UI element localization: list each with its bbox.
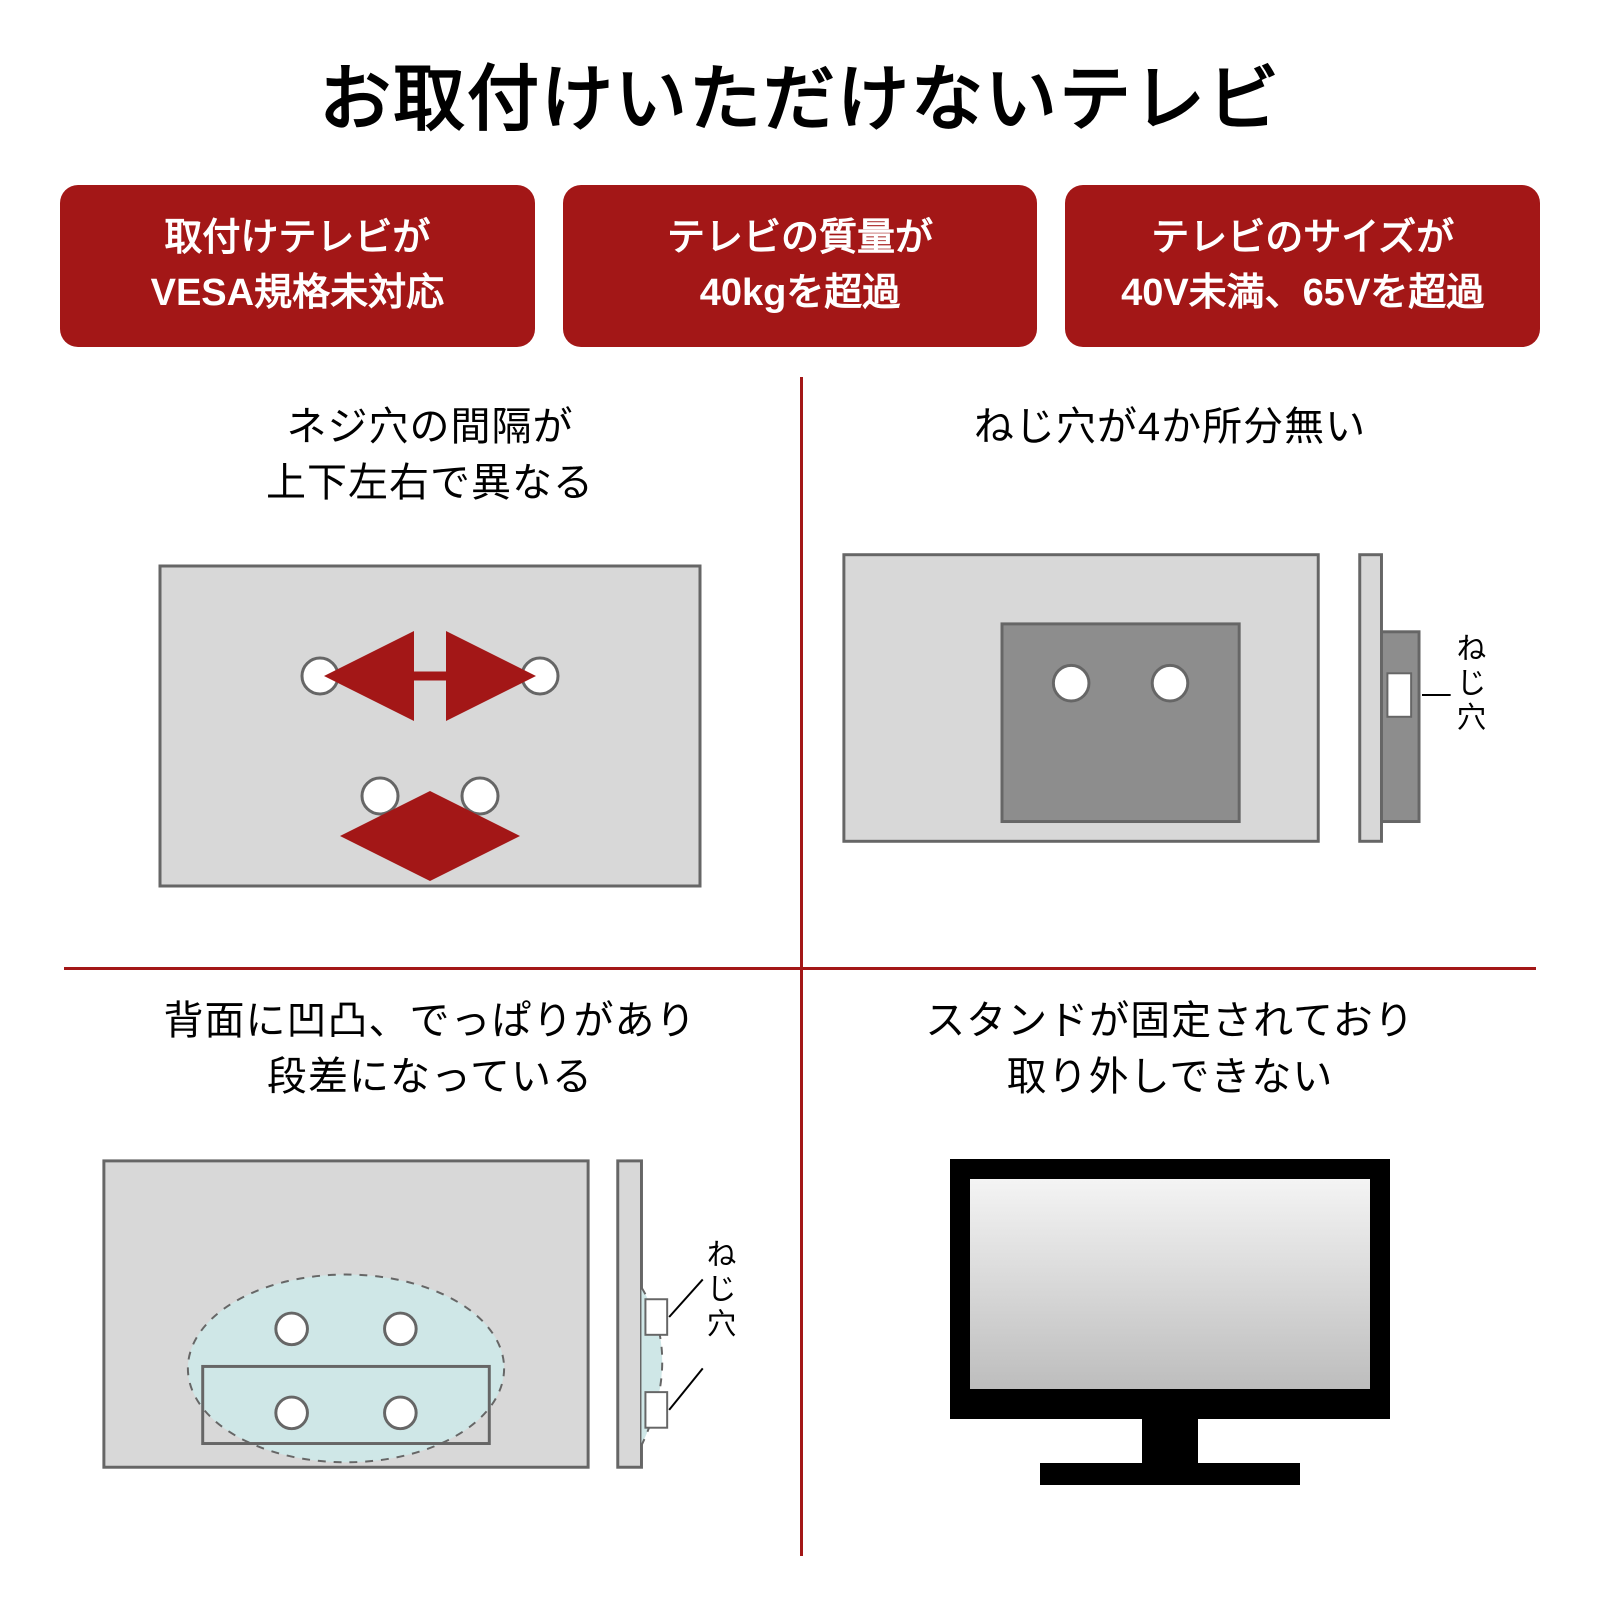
cell-caption: 背面に凹凸、でっぱりがあり 段差になっている [164, 993, 697, 1105]
svg-text:じ: じ [1457, 667, 1487, 700]
diagram-grid: ネジ穴の間隔が 上下左右で異なる [60, 373, 1540, 1560]
side-label: ね [707, 1239, 737, 1272]
page-title: お取付けいただけないテレビ [60, 40, 1540, 145]
cell-caption: ネジ穴の間隔が 上下左右で異なる [266, 399, 594, 511]
badge-line: VESA規格未対応 [151, 272, 444, 314]
badge-line: 取付けテレビが [164, 217, 430, 259]
caption-line: 背面に凹凸、でっぱりがあり [164, 999, 697, 1043]
tv-bump-back-icon: ね じ 穴 [94, 1149, 766, 1489]
badge-line: テレビのサイズが [1151, 217, 1454, 259]
badge-weight: テレビの質量が 40kgを超過 [563, 185, 1038, 347]
cell-uneven-back: 背面に凹凸、でっぱりがあり 段差になっている [60, 967, 800, 1560]
cell-missing-holes: ねじ穴が4か所分無い ね じ 穴 [800, 373, 1540, 966]
svg-text:穴: 穴 [1457, 702, 1487, 735]
caption-line: 取り外しできない [1007, 1055, 1334, 1099]
cell-uneven-holes: ネジ穴の間隔が 上下左右で異なる [60, 373, 800, 966]
cell-caption: スタンドが固定されており 取り外しできない [925, 993, 1415, 1105]
badge-size: テレビのサイズが 40V未満、65Vを超過 [1065, 185, 1540, 347]
cell-fixed-stand: スタンドが固定されており 取り外しできない [800, 967, 1540, 1560]
badge-line: 40V未満、65Vを超過 [1121, 272, 1484, 314]
svg-text:穴: 穴 [707, 1308, 737, 1341]
tv-uneven-holes-icon [150, 556, 710, 896]
badge-line: 40kgを超過 [700, 272, 901, 314]
svg-text:じ: じ [707, 1274, 737, 1307]
side-label: ね [1457, 632, 1487, 665]
badge-row: 取付けテレビが VESA規格未対応 テレビの質量が 40kgを超過 テレビのサイ… [60, 185, 1540, 347]
caption-line: スタンドが固定されており [925, 999, 1415, 1043]
caption-line: ネジ穴の間隔が [287, 405, 574, 449]
caption-line: 上下左右で異なる [266, 461, 594, 505]
caption-line: ねじ穴が4か所分無い [974, 405, 1366, 449]
tv-two-holes-icon: ね じ 穴 [834, 523, 1506, 873]
cell-caption: ねじ穴が4か所分無い [974, 399, 1366, 455]
monitor-stand-icon [890, 1139, 1450, 1499]
badge-vesa: 取付けテレビが VESA規格未対応 [60, 185, 535, 347]
badge-line: テレビの質量が [667, 217, 933, 259]
caption-line: 段差になっている [267, 1055, 593, 1099]
